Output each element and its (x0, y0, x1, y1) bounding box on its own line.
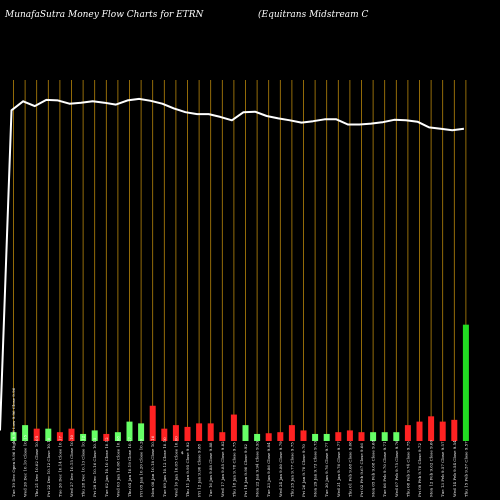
volume-bar (196, 423, 203, 441)
volume-bar (265, 433, 272, 441)
volume-bar (277, 432, 284, 441)
volume-bar (346, 430, 353, 441)
x-tick-label: Tue 02 Jan 10.10 Close 10.12 (104, 437, 109, 497)
x-tick-label: Tue 06 Feb 9.70 Close 9.71 (382, 441, 387, 497)
x-tick-label: Fri 12 Jan 9.90 Close 9.88 (197, 444, 202, 497)
volume-bar (114, 432, 121, 441)
x-tick-label: Mon 08 Jan 10.18 Close 10.16 (150, 435, 155, 497)
volume-bar (404, 425, 411, 441)
x-axis-marker: $ (181, 450, 184, 455)
x-tick-label: Tue 13 Feb 9.57 Close 9.57 (440, 441, 445, 497)
volume-bar (439, 421, 446, 441)
x-tick-label: Wed 17 Jan 9.85 Close 9.82 (220, 441, 225, 497)
x-tick-label: Fri 22 Dec 10.12 Close 10.18 (46, 437, 51, 497)
volume-bar (451, 419, 458, 441)
volume-bar (56, 432, 63, 441)
x-tick-label: Thu 01 Feb 9.68 Close 9.66 (347, 441, 352, 497)
x-tick-label: Tue 30 Jan 9.76 Close 9.77 (324, 442, 329, 497)
volume-bar (381, 432, 388, 441)
volume-bar (22, 425, 29, 441)
x-tick-label: Mon 29 Jan 9.73 Close 9.73 (313, 440, 318, 497)
volume-bar (103, 433, 110, 441)
volume-bar (68, 428, 75, 441)
volume-bar (10, 432, 17, 441)
x-tick-label: Fri 09 Feb 9.70 Close 9.72 (417, 443, 422, 497)
x-tick-label: Thu 28 Dec 10.13 Close 10.12 (81, 435, 86, 497)
volume-bar (242, 425, 249, 441)
x-tick-label: Mon 22 Jan 9.94 Close 9.93 (255, 440, 260, 497)
x-tick-label: Mon 05 Feb 9.68 Close 9.68 (371, 440, 376, 497)
x-tick-label: Thu 11 Jan 9.95 Close 9.92 (185, 442, 190, 497)
volume-bar (219, 432, 226, 441)
volume-bar (254, 433, 261, 441)
volume-bar (126, 421, 133, 441)
x-tick-label: Thu 04 Jan 10.19 Close 10.17 (127, 437, 132, 497)
x-tick-label: Tue 19 Dec Open 9.96 High 9.96 Low 9.96 … (11, 387, 16, 497)
x-tick-label: Thu 18 Jan 9.78 Close 9.75 (231, 442, 236, 497)
volume-bar (80, 433, 87, 441)
price-line (0, 97, 465, 431)
volume-bar (161, 428, 168, 441)
x-tick-label: Fri 19 Jan 9.90 Close 9.92 (243, 444, 248, 497)
x-tick-label: Wed 03 Jan 10.08 Close 10.08 (115, 436, 120, 497)
volume-bar (138, 423, 145, 441)
volume-bar (149, 405, 156, 441)
volume-bars (10, 324, 469, 441)
volume-bar (462, 324, 469, 441)
x-tick-label: Mon 12 Feb 9.62 Close 9.60 (429, 440, 434, 497)
x-tick-label: Wed 24 Jan 9.80 Close 9.79 (278, 441, 283, 497)
volume-bar (230, 414, 237, 441)
x-tick-label: Fri 05 Jan 10.20 Close 10.20 (139, 438, 144, 497)
x-tick-label: Wed 31 Jan 9.76 Close 9.77 (336, 441, 341, 497)
x-tick-label: Tue 09 Jan 10.12 Close 10.10 (162, 437, 167, 497)
volume-bar (428, 416, 435, 441)
volume-bar (335, 432, 342, 441)
x-tick-label: Wed 10 Jan 10.05 Close 10.00 (173, 436, 178, 497)
volume-bar (416, 421, 423, 441)
volume-bar (393, 432, 400, 441)
x-tick-label: Fri 29 Dec 10.16 Close 10.15 (92, 437, 97, 497)
volume-bar (370, 432, 377, 441)
x-tick-labels: Tue 19 Dec Open 9.96 High 9.96 Low 9.96 … (11, 387, 468, 497)
volume-bar (45, 428, 52, 441)
x-tick-label: Thu 21 Dec 10.02 Close 10.05 (34, 435, 39, 497)
x-tick-label: Tue 23 Jan 9.86 Close 9.84 (266, 442, 271, 497)
price-line-group (0, 97, 465, 431)
volume-bar (288, 425, 295, 441)
company-name: (Equitrans Midstream C (258, 9, 369, 20)
volume-bar (358, 432, 365, 441)
x-tick-label: Tue 26 Dec 10.14 Close 10.17 (57, 436, 62, 497)
volume-bar (91, 430, 98, 441)
x-tick-label: Wed 20 Dec 10.10 Close 10.15 (23, 435, 28, 498)
x-tick-label: Thu 08 Feb 9.74 Close 9.75 (405, 441, 410, 497)
volume-bar (184, 426, 191, 441)
x-tick-label: Tue 16 Jan 9.88 Close 9.88 (208, 442, 213, 497)
x-tick-label: Wed 14 Feb 9.54 Close 9.54 (452, 440, 457, 497)
x-tick-label: Fri 26 Jan 9.70 Close 9.70 (301, 444, 306, 497)
x-tick-label: Fri 02 Feb 9.67 Close 9.66 (359, 443, 364, 497)
chart-title: MunafaSutra Money Flow Charts for ETRN (4, 10, 204, 20)
volume-bar (323, 433, 330, 441)
volume-bar (207, 423, 214, 441)
gridlines (13, 80, 467, 440)
x-tick-label: Thu 25 Jan 9.77 Close 9.75 (289, 442, 294, 497)
x-tick-label: Thu 15 Feb 9.57 Close 9.57 (463, 441, 468, 497)
x-tick-label: Wed 07 Feb 9.75 Close 9.76 (394, 440, 399, 497)
volume-bar (172, 425, 179, 441)
volume-bar (312, 433, 319, 441)
volume-bar (33, 428, 40, 441)
x-tick-label: Wed 27 Dec 10.15 Close 10.10 (69, 435, 74, 498)
volume-bar (300, 430, 307, 441)
